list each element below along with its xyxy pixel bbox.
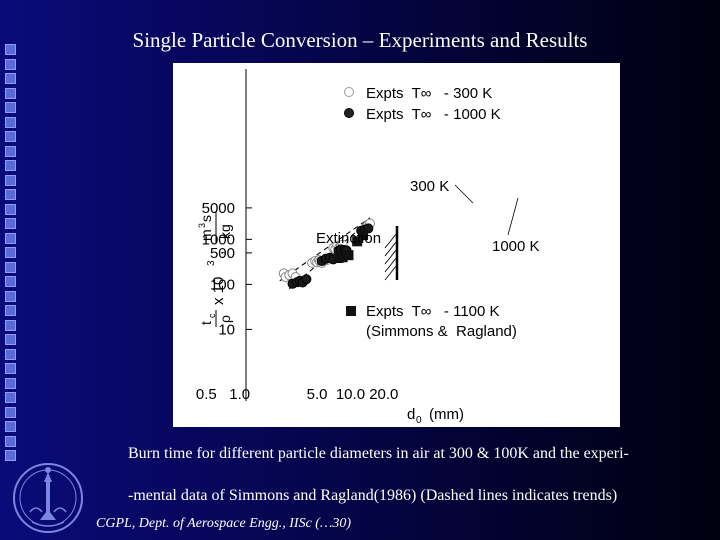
legend-marker-300k bbox=[344, 87, 354, 97]
data-point-1100k bbox=[343, 250, 354, 261]
legend-marker-1000k bbox=[344, 108, 354, 118]
annotation-300k-pointer bbox=[454, 184, 474, 204]
y-tick-label: 10 bbox=[218, 321, 235, 338]
x-tick-label: 10.0 bbox=[336, 386, 365, 403]
legend-label-1000k: Expts T∞ - 1000 K bbox=[366, 106, 501, 123]
bullet-square bbox=[5, 290, 16, 302]
bullet-square bbox=[5, 131, 16, 142]
bullet-square bbox=[5, 58, 16, 70]
y-axis-label: t c ρ x 10 3 , m 3 s kg bbox=[197, 211, 233, 327]
bullet-square bbox=[5, 450, 16, 461]
x-tick-label: 1.0 bbox=[229, 386, 250, 403]
svg-text:,: , bbox=[210, 251, 227, 255]
svg-text:(mm): (mm) bbox=[429, 406, 464, 423]
svg-text:kg: kg bbox=[217, 224, 233, 239]
bullet-square bbox=[5, 247, 16, 258]
bullet-square bbox=[5, 406, 16, 418]
bullet-square bbox=[5, 145, 16, 157]
svg-text:m: m bbox=[198, 229, 214, 241]
y-tick-label: 100 bbox=[210, 276, 235, 293]
legend-label-300k: Expts T∞ - 300 K bbox=[366, 85, 492, 102]
bullet-square bbox=[5, 44, 16, 55]
y-tick-label: 1000 bbox=[202, 231, 235, 248]
legend-marker-1100k bbox=[346, 306, 356, 316]
y-tick-label: 500 bbox=[210, 245, 235, 262]
x-tick-label: 5.0 bbox=[307, 386, 328, 403]
x-axis-label: d 0 (mm) bbox=[407, 406, 464, 426]
bullet-square bbox=[5, 334, 16, 345]
svg-text:ρ: ρ bbox=[217, 315, 233, 323]
bullet-square bbox=[5, 392, 16, 403]
slide-title: Single Particle Conversion – Experiments… bbox=[132, 28, 588, 52]
bullet-square bbox=[5, 261, 16, 273]
svg-text:3: 3 bbox=[206, 260, 217, 266]
footer-credit: CGPL, Dept. of Aerospace Engg., IISc (…3… bbox=[96, 516, 352, 531]
data-point-1000k bbox=[301, 274, 312, 285]
bullet-square bbox=[5, 305, 16, 316]
svg-text:d: d bbox=[407, 406, 415, 423]
caption-line-2: -mental data of Simmons and Ragland(1986… bbox=[128, 487, 618, 504]
bullet-square bbox=[5, 348, 16, 360]
bullet-square-strip bbox=[0, 0, 22, 540]
institute-emblem-icon bbox=[13, 463, 83, 533]
data-point-1100k bbox=[337, 252, 348, 263]
bullet-square bbox=[5, 160, 16, 171]
bullet-square bbox=[5, 174, 16, 186]
svg-text:s: s bbox=[198, 215, 214, 222]
svg-text:x 10: x 10 bbox=[210, 277, 227, 305]
bullet-square bbox=[5, 377, 16, 389]
bullet-square bbox=[5, 276, 16, 287]
bullet-square bbox=[5, 421, 16, 432]
data-point-1100k bbox=[358, 230, 369, 241]
annotation-300k: 300 K bbox=[410, 178, 449, 195]
x-tick-label: 0.5 bbox=[196, 386, 217, 403]
legend-label-simmons: (Simmons & Ragland) bbox=[366, 323, 517, 340]
annotation-1000k: 1000 K bbox=[492, 238, 540, 255]
y-tick-label: 5000 bbox=[202, 200, 235, 217]
bullet-square bbox=[5, 319, 16, 331]
svg-text:3: 3 bbox=[197, 223, 207, 228]
svg-text:0: 0 bbox=[416, 415, 422, 426]
extinction-boundary bbox=[384, 226, 399, 281]
caption-line-1: Burn time for different particle diamete… bbox=[128, 445, 629, 462]
svg-text:c: c bbox=[207, 313, 217, 318]
bullet-square bbox=[5, 218, 16, 229]
bullet-square bbox=[5, 435, 16, 447]
bullet-square bbox=[5, 87, 16, 99]
data-point-1100k bbox=[352, 236, 363, 247]
bullet-square bbox=[5, 232, 16, 244]
bullet-square bbox=[5, 203, 16, 215]
svg-text:t: t bbox=[198, 321, 214, 325]
annotation-1000k-pointer bbox=[507, 197, 519, 236]
bullet-square bbox=[5, 102, 16, 113]
annotation-extinction: Extinction bbox=[316, 230, 381, 247]
chart-panel: 0.5 1.0 5.0 10.0 20.0 10 100 500 1000 5000 Expts … bbox=[173, 63, 620, 427]
x-tick-label: 20.0 bbox=[369, 386, 398, 403]
bullet-square bbox=[5, 116, 16, 128]
legend-label-1100k: Expts T∞ - 1100 K bbox=[366, 303, 500, 320]
bullet-square bbox=[5, 73, 16, 84]
bullet-square bbox=[5, 189, 16, 200]
bullet-square bbox=[5, 363, 16, 374]
